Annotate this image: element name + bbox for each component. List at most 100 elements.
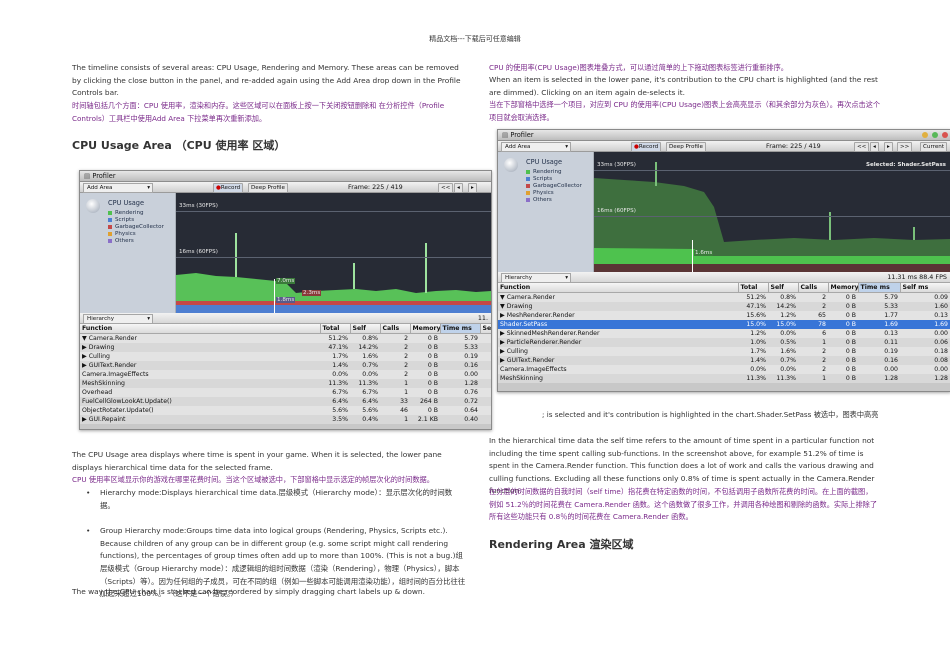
col-time-ms[interactable]: Time ms (440, 324, 481, 334)
table-row[interactable]: ▶ Culling 1.7% 1.6% 2 0 B 0.19 (80, 352, 491, 361)
deep-profile-button[interactable]: Deep Profile (248, 183, 288, 193)
paragraph-reorder: The way the CPU chart is stacked can be … (72, 587, 425, 596)
record-button[interactable]: ●Record (631, 142, 662, 152)
legend-physics[interactable]: Physics (108, 231, 136, 237)
cell-value: 11.3% (738, 374, 768, 383)
col-function[interactable]: Function (498, 283, 739, 293)
cell-value: 2 (822, 348, 826, 355)
cell-value: 0.16 (440, 361, 480, 370)
cell-function: ▶ GUIText.Render (80, 361, 320, 370)
col-self[interactable]: Self (768, 283, 799, 293)
cell-value: 0.72 (440, 397, 480, 406)
col-time-ms[interactable]: Time ms (858, 283, 901, 293)
table-row[interactable]: ▼ Drawing 47.1% 14.2% 2 0 B 5.33 1.60 (498, 302, 950, 311)
table-row[interactable]: ▶ MeshRenderer.Render 15.6% 1.2% 65 0 B 1.77 0… (498, 311, 950, 320)
legend-rendering[interactable]: Rendering (526, 169, 562, 175)
frame-cursor[interactable] (692, 240, 693, 272)
legend-scripts[interactable]: Scripts (526, 176, 552, 182)
table-row[interactable]: ▼ Camera.Render 51.2% 0.8% 2 0 B 5.79 0.09 (498, 293, 950, 303)
cell-value: 0.11 (858, 338, 900, 347)
cell-value: 0.0% (750, 366, 766, 373)
col-function[interactable]: Function (80, 324, 321, 334)
close-icon[interactable] (942, 132, 948, 138)
zoom-icon[interactable] (932, 132, 938, 138)
profiler-tab[interactable]: ▤ Profiler (80, 171, 491, 182)
col-calls[interactable]: Calls (798, 283, 829, 293)
table-row[interactable]: Camera.ImageEffects 0.0% 0.0% 2 0 B 0.00 (80, 370, 491, 379)
cell-value: 0.13 (934, 312, 948, 319)
col-memory[interactable]: Memory (410, 324, 441, 334)
col-memory[interactable]: Memory (828, 283, 859, 293)
paragraph-self-time: In the hierarchical time data the self t… (489, 436, 875, 496)
frame-next-button[interactable]: ▸ (468, 183, 477, 193)
cell-value: 0.00 (464, 371, 478, 378)
frame-next-button[interactable]: ▸ (884, 142, 893, 152)
gridline-60fps (176, 257, 491, 258)
table-row[interactable]: ▶ GUI.Repaint 3.5% 0.4% 1 2.1 KB 0.40 (80, 415, 491, 424)
legend-garbage-collector[interactable]: GarbageCollector (108, 224, 164, 230)
table-row[interactable]: Shader.SetPass 15.0% 15.0% 78 0 B 1.69 1.69 (498, 320, 950, 329)
legend-physics[interactable]: Physics (526, 190, 554, 196)
frame-first-button[interactable]: << (854, 142, 870, 152)
table-row[interactable]: FuelCellGlowLookAt.Update() 6.4% 6.4% 33 264… (80, 397, 491, 406)
cell-value: 0 B (845, 330, 856, 337)
col-total[interactable]: Total (738, 283, 769, 293)
table-row[interactable]: ▶ Culling 1.7% 1.6% 2 0 B 0.19 0.18 (498, 347, 950, 356)
col-calls[interactable]: Calls (380, 324, 411, 334)
legend-rendering[interactable]: Rendering (108, 210, 144, 216)
cell-value: 264 B (410, 397, 440, 406)
cell-function: ▶ Culling (500, 348, 528, 355)
cell-value (480, 370, 491, 379)
frame-first-button[interactable]: << (438, 183, 454, 193)
table-row[interactable]: Overhead 6.7% 6.7% 1 0 B 0.76 (80, 388, 491, 397)
add-area-dropdown[interactable]: Add Area ▾ (501, 142, 571, 152)
cell-value: 1.6% (362, 353, 378, 360)
cell-value: 1.28 (858, 374, 900, 383)
legend-garbage-collector[interactable]: GarbageCollector (526, 183, 582, 189)
profiler-tab[interactable]: ▤ Profiler (498, 130, 950, 141)
marker-1: 7.0ms (276, 278, 296, 284)
table-row[interactable]: ▶ Drawing 47.1% 14.2% 2 0 B 5.33 (80, 343, 491, 352)
minimize-icon[interactable] (922, 132, 928, 138)
frame-cursor[interactable] (274, 279, 275, 313)
cell-value: 2.1 KB (410, 415, 440, 424)
table-row[interactable]: ObjectRotater.Update() 5.6% 5.6% 46 0 B 0.64 (80, 406, 491, 415)
gridline-60fps (594, 216, 950, 217)
table-row[interactable]: Camera.ImageEffects 0.0% 0.0% 2 0 B 0.00 0.00 (498, 365, 950, 374)
cell-function: Overhead (82, 389, 113, 396)
cell-value: 2 (404, 371, 408, 378)
cell-value: 0 B (410, 343, 440, 352)
col-self[interactable]: Self (350, 324, 381, 334)
legend-others[interactable]: Others (526, 197, 552, 203)
col-self-ms[interactable]: Self ms (900, 283, 950, 293)
hierarchy-mode-dropdown[interactable]: Hierarchy ▾ (501, 273, 571, 283)
cpu-graph[interactable]: 33ms (30FPS) 16ms (60FPS) 7.0ms 1.8ms 2.… (176, 193, 491, 313)
table-row[interactable]: ▶ GUIText.Render 1.4% 0.7% 2 0 B 0.16 (80, 361, 491, 370)
table-row[interactable]: ▶ ParticleRenderer.Render 1.0% 0.5% 1 0 B 0.1… (498, 338, 950, 347)
table-row[interactable]: MeshSkinning 11.3% 11.3% 1 0 B 1.28 (80, 379, 491, 388)
selected-label: Selected: Shader.SetPass (865, 162, 946, 168)
table-row[interactable]: ▶ GUIText.Render 1.4% 0.7% 2 0 B 0.16 0.08 (498, 356, 950, 365)
legend-scripts[interactable]: Scripts (108, 217, 134, 223)
table-row[interactable]: ▼ Camera.Render 51.2% 0.8% 2 0 B 5.79 (80, 334, 491, 344)
cpu-graph[interactable]: 33ms (30FPS) 16ms (60FPS) Selected: Shad… (594, 152, 950, 272)
frame-prev-button[interactable]: ◂ (870, 142, 879, 152)
label-30fps: 33ms (30FPS) (597, 162, 636, 168)
heading-cpu-usage: CPU Usage Area （CPU 使用率 区域） (72, 139, 286, 152)
cell-value: 5.6% (362, 407, 378, 414)
current-button[interactable]: Current (920, 142, 948, 152)
frame-last-button[interactable]: >> (897, 142, 913, 152)
table-row[interactable]: MeshSkinning 11.3% 11.3% 1 0 B 1.28 1.28 (498, 374, 950, 383)
hierarchy-mode-dropdown[interactable]: Hierarchy ▾ (83, 314, 153, 324)
deep-profile-button[interactable]: Deep Profile (666, 142, 706, 152)
add-area-dropdown[interactable]: Add Area ▾ (83, 183, 153, 193)
table-row[interactable]: ▶ SkinnedMeshRenderer.Render 1.2% 0.0% 6 0 B… (498, 329, 950, 338)
cell-value: 1.0% (738, 338, 768, 347)
label-30fps: 33ms (30FPS) (179, 203, 218, 209)
frame-prev-button[interactable]: ◂ (454, 183, 463, 193)
col-self-ms[interactable]: Se (480, 324, 491, 334)
cell-value: 0.7% (768, 356, 798, 365)
legend-others[interactable]: Others (108, 238, 134, 244)
record-button[interactable]: ●Record (213, 183, 244, 193)
col-total[interactable]: Total (320, 324, 351, 334)
